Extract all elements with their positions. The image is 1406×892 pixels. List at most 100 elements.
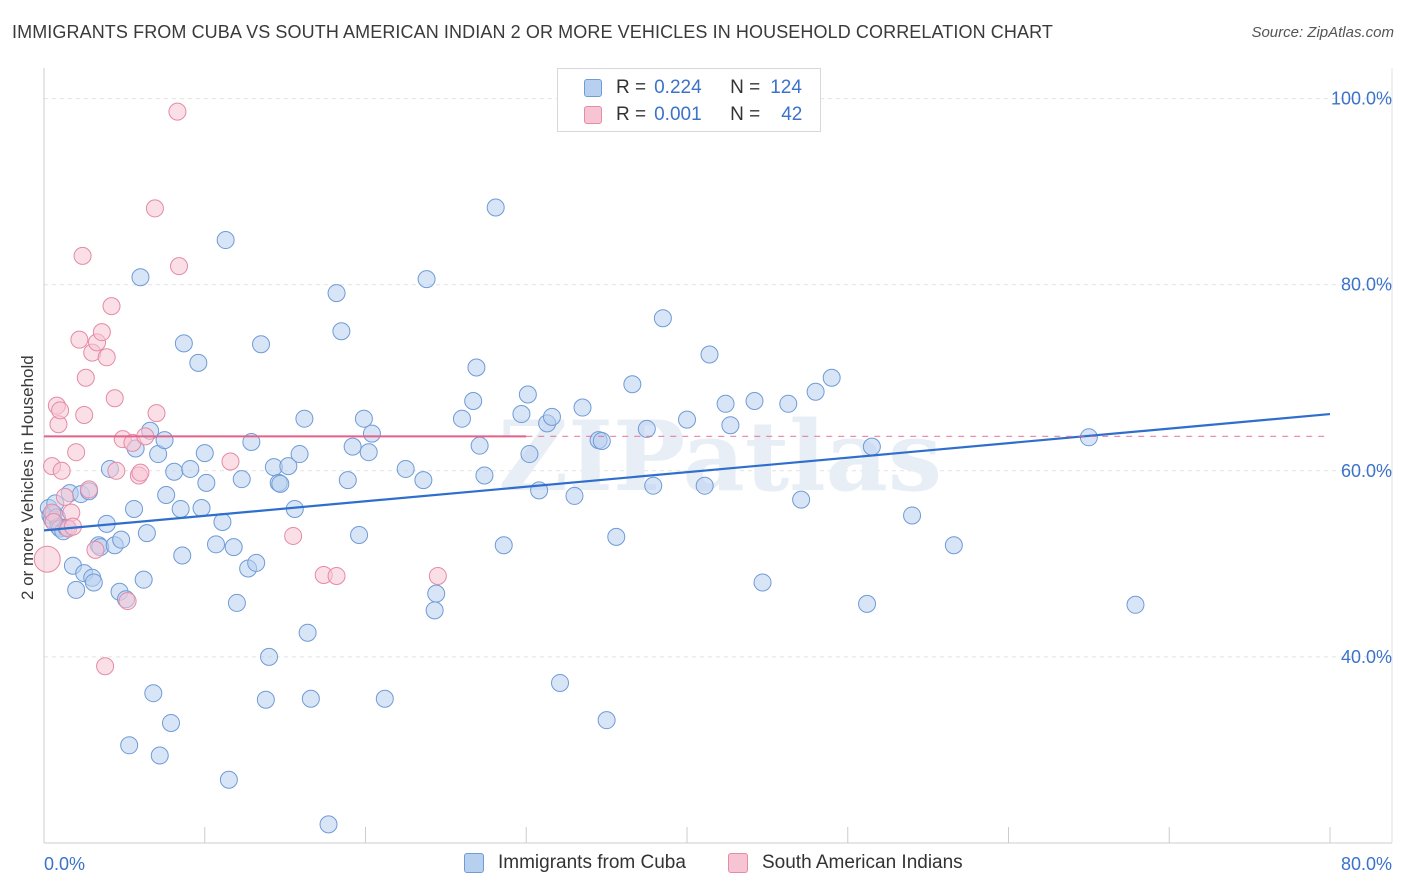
cuba-point xyxy=(338,471,357,490)
cuba-point xyxy=(189,353,208,372)
cuba-point xyxy=(396,459,415,478)
cuba-point xyxy=(475,466,494,485)
cuba-point xyxy=(944,536,963,555)
cuba-point xyxy=(637,419,656,438)
cuba-point xyxy=(565,486,584,505)
cuba-point xyxy=(271,474,290,493)
sai-point xyxy=(70,330,89,349)
pink-swatch xyxy=(584,106,602,124)
cuba-point xyxy=(745,392,764,411)
cuba-point xyxy=(165,462,184,481)
cuba-point xyxy=(174,334,193,353)
cuba-point xyxy=(700,345,719,364)
cuba-point xyxy=(822,368,841,387)
cuba-point xyxy=(195,444,214,463)
sai-point xyxy=(221,452,240,471)
n-label: N = xyxy=(730,104,761,125)
cuba-point xyxy=(319,815,338,834)
cuba-point xyxy=(207,535,226,554)
cuba-point xyxy=(144,684,163,703)
sai-point xyxy=(33,545,61,573)
y-tick-label: 60.0% xyxy=(1341,461,1392,481)
sai-point xyxy=(131,463,150,482)
y-tick-label: 80.0% xyxy=(1341,275,1392,295)
cuba-point xyxy=(219,770,238,789)
cuba-point xyxy=(232,470,251,489)
cuba-point xyxy=(298,623,317,642)
y-tick-label: 100.0% xyxy=(1331,89,1392,109)
r-value: 0.224 xyxy=(654,77,702,98)
cuba-point xyxy=(779,394,798,413)
cuba-point xyxy=(161,713,180,732)
cuba-point xyxy=(350,526,369,545)
cuba-point xyxy=(197,473,216,492)
cuba-point xyxy=(792,490,811,509)
legend-label-sai: South American Indians xyxy=(762,852,963,873)
cuba-point xyxy=(227,593,246,612)
cuba-point xyxy=(290,445,309,464)
sai-point xyxy=(51,401,70,420)
legend-item-cuba: Immigrants from Cuba xyxy=(464,852,686,874)
cuba-point xyxy=(150,746,169,765)
blue-swatch xyxy=(464,853,484,873)
cuba-point xyxy=(181,459,200,478)
cuba-point xyxy=(301,689,320,708)
cuba-point xyxy=(242,432,261,451)
sai-point xyxy=(168,102,187,121)
cuba-point xyxy=(494,536,513,555)
cuba-point xyxy=(542,407,561,426)
stats-row-cuba: R = 0.224 N = 124 xyxy=(584,77,802,99)
n-value: 124 xyxy=(770,77,802,98)
stats-row-sai: R = 0.001 N = 42 xyxy=(584,104,802,126)
cuba-point xyxy=(134,570,153,589)
cuba-point xyxy=(157,485,176,504)
r-value: 0.001 xyxy=(654,104,702,125)
sai-point xyxy=(76,368,95,387)
cuba-point xyxy=(858,594,877,613)
cuba-point xyxy=(375,689,394,708)
cuba-point xyxy=(644,476,663,495)
sai-point xyxy=(86,540,105,559)
cuba-point xyxy=(862,437,881,456)
cuba-point xyxy=(213,512,232,531)
cuba-point xyxy=(452,409,471,428)
cuba-point xyxy=(247,553,266,572)
sai-point xyxy=(105,389,124,408)
cuba-point xyxy=(279,457,298,476)
cuba-point xyxy=(653,309,672,328)
cuba-point xyxy=(260,647,279,666)
cuba-point xyxy=(354,409,373,428)
cuba-point xyxy=(470,436,489,455)
cuba-point xyxy=(256,690,275,709)
cuba-point xyxy=(607,527,626,546)
cuba-point xyxy=(84,573,103,592)
sai-point xyxy=(327,566,346,585)
sai-point xyxy=(118,592,137,611)
sai-point xyxy=(102,297,121,316)
n-label: N = xyxy=(730,77,761,98)
x-tick-label: 0.0% xyxy=(44,854,85,874)
cuba-point xyxy=(171,499,190,518)
sai-point xyxy=(97,348,116,367)
cuba-trendline xyxy=(43,412,1331,532)
sai-point xyxy=(284,526,303,545)
cuba-point xyxy=(520,445,539,464)
sai-point xyxy=(147,404,166,423)
cuba-point xyxy=(678,410,696,429)
cuba-point xyxy=(173,546,192,565)
watermark: ZIPatlas xyxy=(498,400,942,513)
sai-point xyxy=(75,405,94,424)
sai-point xyxy=(428,566,447,585)
cuba-point xyxy=(224,538,243,557)
cuba-point xyxy=(120,736,139,755)
cuba-point xyxy=(721,416,740,435)
pink-swatch xyxy=(728,853,748,873)
cuba-point xyxy=(467,358,486,377)
cuba-point xyxy=(486,198,505,217)
cuba-point xyxy=(806,382,825,401)
sai-point xyxy=(107,461,126,480)
n-value: 42 xyxy=(781,104,803,125)
cuba-point xyxy=(903,506,922,525)
r-label: R = xyxy=(616,77,647,98)
